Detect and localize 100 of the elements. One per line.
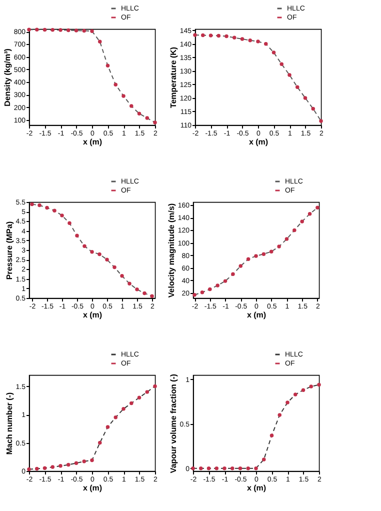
- y-axis-title: Velocity magnitude (m/s): [166, 203, 176, 298]
- point: [288, 73, 292, 77]
- point: [240, 37, 244, 41]
- point: [270, 434, 274, 438]
- point: [308, 212, 312, 216]
- point: [300, 220, 304, 224]
- point: [145, 116, 149, 120]
- point: [264, 42, 268, 46]
- point: [222, 466, 226, 470]
- point: [316, 206, 320, 210]
- point: [319, 119, 323, 123]
- point: [114, 415, 118, 420]
- point: [74, 28, 78, 32]
- point: [90, 458, 94, 462]
- point: [256, 40, 260, 44]
- point: [98, 440, 102, 445]
- point: [105, 258, 109, 262]
- point: [112, 265, 116, 270]
- point: [142, 291, 146, 296]
- point: [50, 465, 54, 469]
- point: [153, 384, 157, 388]
- point: [216, 34, 220, 38]
- point: [296, 85, 300, 90]
- point: [50, 28, 54, 32]
- point: [74, 461, 78, 465]
- y-axis-title: Pressure (MPa): [4, 221, 14, 280]
- point: [122, 407, 126, 411]
- point: [309, 384, 313, 388]
- point: [120, 274, 124, 278]
- point: [130, 104, 134, 108]
- point: [90, 250, 94, 254]
- point: [277, 244, 281, 248]
- point: [294, 392, 298, 396]
- point: [75, 234, 79, 238]
- point: [206, 466, 211, 470]
- y-axis-title: Vapour volume fraction (-): [168, 374, 178, 474]
- point: [246, 257, 250, 261]
- point: [82, 28, 86, 33]
- point: [130, 401, 134, 406]
- point: [193, 33, 197, 37]
- y-axis-title: Density (kg/m³): [2, 48, 12, 106]
- point: [82, 460, 86, 464]
- point: [106, 64, 110, 68]
- x-axis-title: x (m): [246, 484, 266, 492]
- point: [238, 264, 243, 268]
- point: [272, 50, 276, 54]
- point: [248, 38, 252, 42]
- point: [292, 228, 296, 232]
- point: [208, 34, 213, 38]
- point: [122, 94, 126, 98]
- point: [58, 28, 62, 32]
- point: [114, 82, 118, 86]
- point: [231, 272, 235, 276]
- point: [199, 466, 203, 470]
- point: [254, 254, 258, 258]
- point: [303, 96, 308, 100]
- point: [137, 396, 142, 400]
- point: [60, 214, 64, 218]
- point: [223, 279, 228, 283]
- point: [230, 466, 234, 470]
- point: [201, 33, 205, 38]
- point: [216, 284, 220, 288]
- point: [68, 221, 72, 225]
- point: [280, 62, 284, 66]
- point: [153, 120, 157, 124]
- point: [262, 252, 266, 256]
- point: [45, 206, 49, 210]
- point: [278, 413, 282, 417]
- point: [150, 294, 154, 298]
- y-axis-title: Mach number (-): [4, 392, 14, 455]
- point: [42, 28, 47, 32]
- point: [66, 28, 70, 32]
- point: [317, 382, 321, 387]
- point: [98, 40, 102, 44]
- point: [254, 466, 258, 470]
- point: [145, 390, 149, 394]
- point: [301, 388, 306, 392]
- x-axis-title: x (m): [248, 138, 268, 146]
- point: [224, 34, 228, 38]
- point: [246, 466, 250, 470]
- point: [82, 244, 86, 248]
- point: [200, 290, 204, 294]
- point: [66, 462, 70, 467]
- point: [214, 466, 218, 470]
- point: [128, 282, 132, 286]
- x-axis-title: x (m): [246, 310, 266, 320]
- point: [90, 29, 94, 34]
- point: [311, 106, 315, 111]
- point: [58, 464, 62, 468]
- x-axis-title: x (m): [82, 310, 102, 320]
- point: [286, 400, 290, 404]
- point: [262, 458, 266, 462]
- point: [269, 250, 274, 254]
- x-axis-title: x (m): [82, 138, 102, 146]
- point: [42, 466, 47, 470]
- point: [192, 292, 196, 297]
- point: [232, 36, 236, 40]
- y-axis-title: Temperature (K): [168, 46, 178, 108]
- point: [35, 466, 39, 471]
- point: [30, 202, 34, 206]
